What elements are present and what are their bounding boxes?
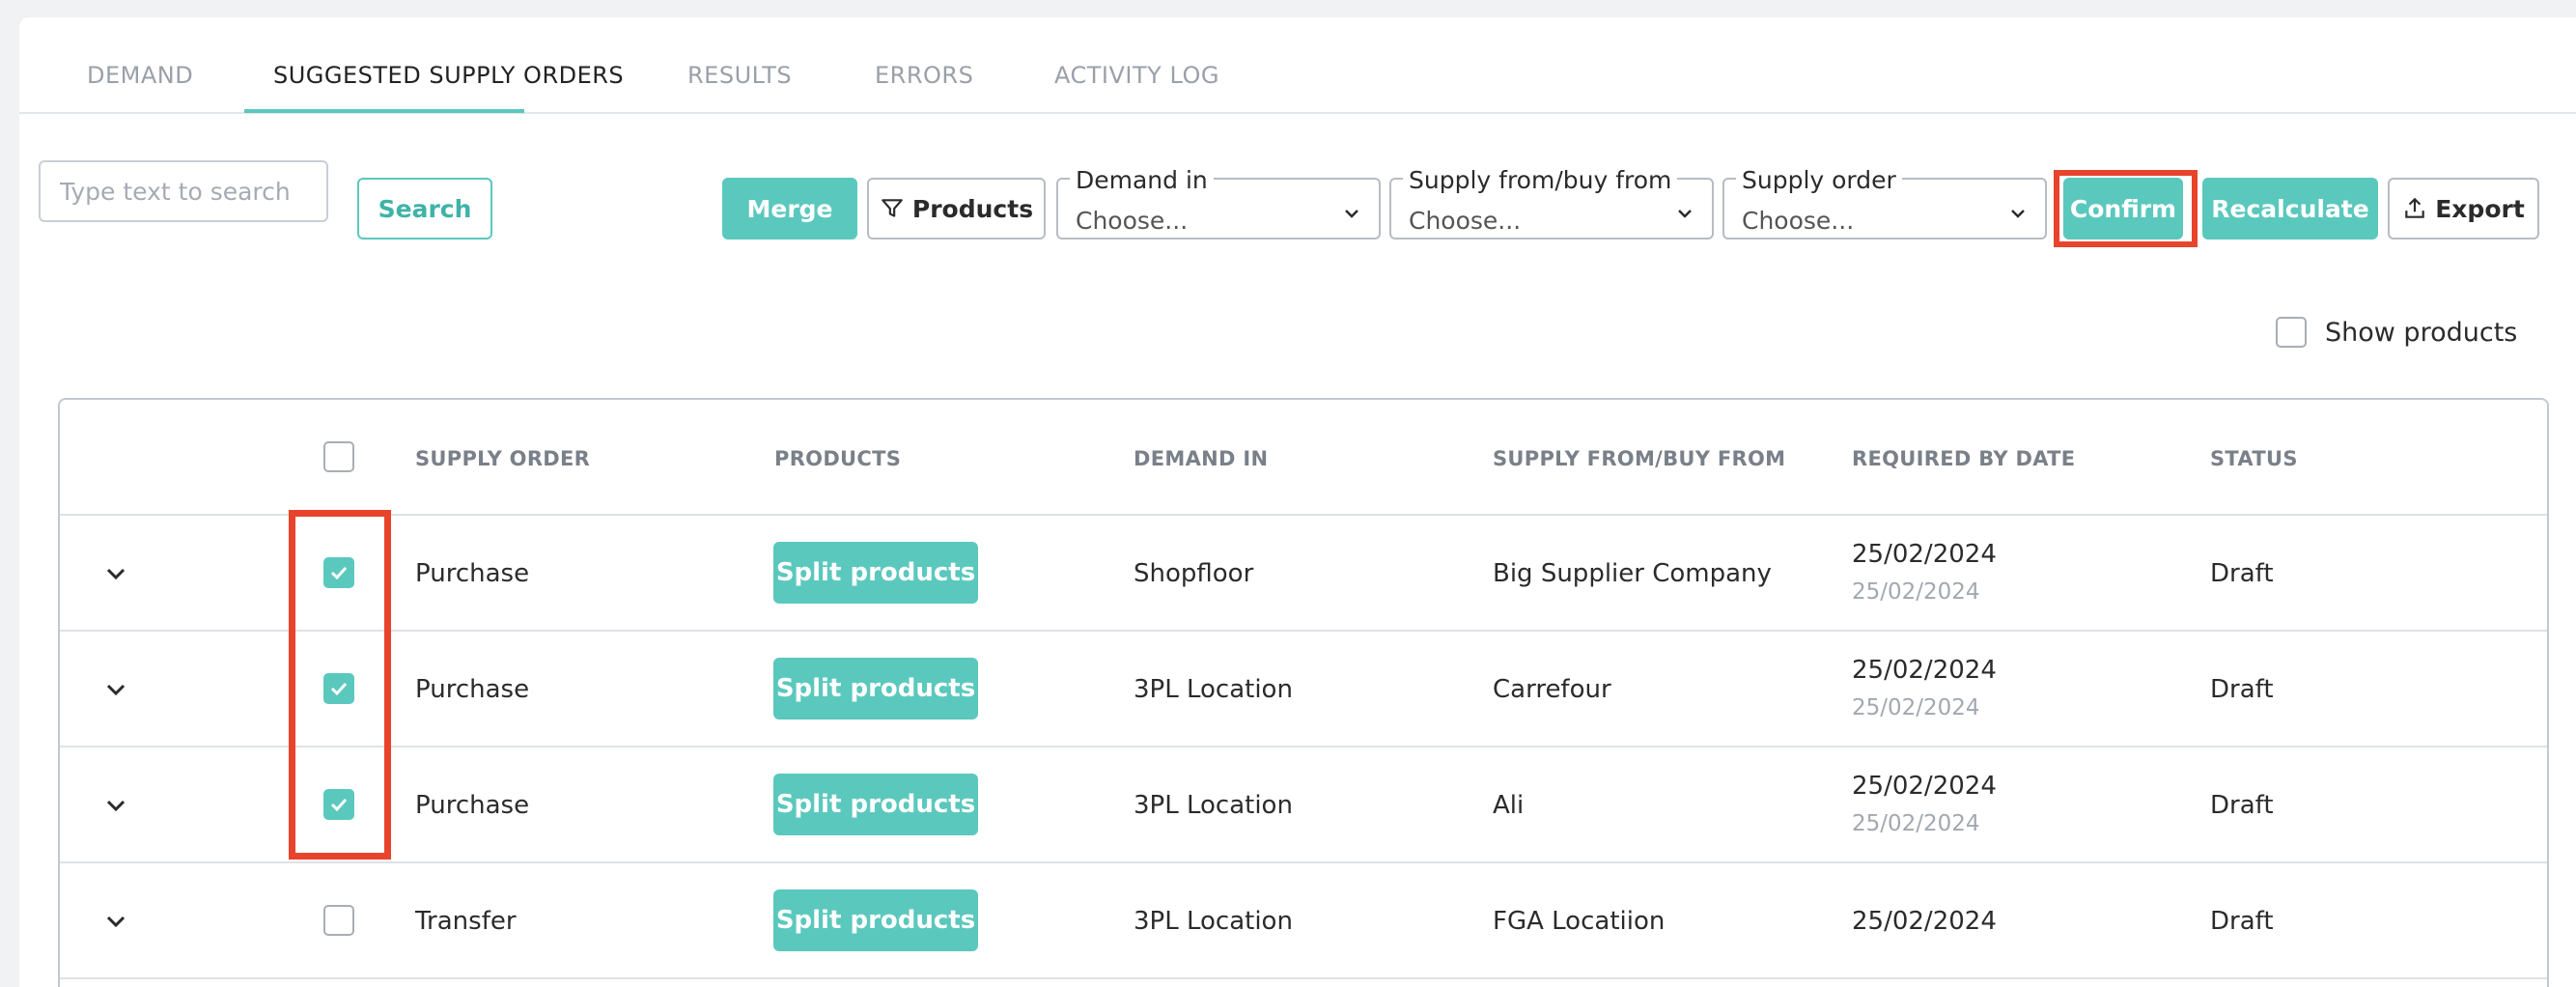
expand-row-icon[interactable] bbox=[102, 908, 129, 935]
tab-activity-log[interactable]: ACTIVITY LOG bbox=[1054, 62, 1219, 89]
supply-order-cell: Transfer bbox=[415, 907, 517, 936]
supply-order-select[interactable]: Supply order Choose... bbox=[1722, 168, 2047, 240]
supply-order-cell: Purchase bbox=[415, 675, 530, 704]
header-supply-from: SUPPLY FROM/BUY FROM bbox=[1493, 447, 1786, 470]
search-button[interactable]: Search bbox=[357, 178, 492, 240]
supply-from-cell: Big Supplier Company bbox=[1493, 559, 1772, 588]
merge-button[interactable]: Merge bbox=[722, 178, 857, 240]
header-supply-order: SUPPLY ORDER bbox=[415, 447, 591, 470]
demand-in-select[interactable]: Demand in Choose... bbox=[1056, 168, 1381, 240]
demand-in-cell: 3PL Location bbox=[1134, 907, 1293, 936]
supply-from-cell: FGA Locatiion bbox=[1493, 907, 1666, 936]
supply-order-cell: Purchase bbox=[415, 559, 530, 588]
expand-row-icon[interactable] bbox=[102, 676, 129, 703]
expand-row-icon[interactable] bbox=[102, 792, 129, 819]
supply-orders-table bbox=[58, 398, 2549, 987]
demand-in-legend: Demand in bbox=[1070, 168, 1214, 193]
supply-from-select[interactable]: Supply from/buy from Choose... bbox=[1389, 168, 1714, 240]
checkbox-highlight-box bbox=[289, 510, 391, 860]
search-input[interactable] bbox=[39, 160, 328, 222]
header-demand-in: DEMAND IN bbox=[1134, 447, 1269, 470]
chevron-down-icon bbox=[1344, 205, 1359, 223]
chevron-down-icon bbox=[2010, 205, 2026, 223]
chevron-down-icon bbox=[1677, 205, 1693, 223]
row-divider bbox=[60, 861, 2547, 863]
filter-icon bbox=[880, 196, 905, 221]
row-divider bbox=[60, 746, 2547, 747]
supply-from-value: Choose... bbox=[1409, 207, 1522, 235]
required-by-date-sub: 25/02/2024 bbox=[1852, 579, 1980, 605]
header-status: STATUS bbox=[2210, 447, 2298, 470]
status-cell: Draft bbox=[2210, 791, 2274, 820]
required-by-date-sub: 25/02/2024 bbox=[1852, 811, 1980, 836]
row-checkbox[interactable] bbox=[323, 905, 354, 936]
tab-demand[interactable]: DEMAND bbox=[87, 62, 194, 89]
row-divider bbox=[60, 514, 2547, 516]
active-tab-indicator bbox=[244, 109, 524, 113]
required-by-date-sub: 25/02/2024 bbox=[1852, 695, 1980, 720]
split-products-button[interactable]: Split products bbox=[773, 774, 978, 835]
export-label: Export bbox=[2435, 194, 2525, 223]
required-by-date-cell: 25/02/2024 bbox=[1852, 772, 1997, 801]
status-cell: Draft bbox=[2210, 907, 2274, 936]
row-checkbox[interactable] bbox=[323, 557, 354, 588]
confirm-highlight-box bbox=[2054, 170, 2198, 247]
supply-order-value: Choose... bbox=[1742, 207, 1855, 235]
supply-order-legend: Supply order bbox=[1736, 168, 1902, 193]
demand-in-value: Choose... bbox=[1076, 207, 1189, 235]
show-products-label: Show products bbox=[2325, 318, 2518, 348]
status-cell: Draft bbox=[2210, 559, 2274, 588]
row-divider bbox=[60, 630, 2547, 632]
tab-suggested-supply-orders[interactable]: SUGGESTED SUPPLY ORDERS bbox=[273, 62, 625, 89]
show-products-checkbox[interactable] bbox=[2276, 317, 2307, 348]
header-required-by-date: REQUIRED BY DATE bbox=[1852, 447, 2076, 470]
split-products-button[interactable]: Split products bbox=[773, 889, 978, 951]
required-by-date-cell: 25/02/2024 bbox=[1852, 540, 1997, 569]
select-all-checkbox[interactable] bbox=[323, 441, 354, 472]
products-filter-button[interactable]: Products bbox=[867, 178, 1046, 240]
supply-order-cell: Purchase bbox=[415, 791, 530, 820]
supply-from-legend: Supply from/buy from bbox=[1403, 168, 1678, 193]
tab-results[interactable]: RESULTS bbox=[687, 62, 793, 89]
status-cell: Draft bbox=[2210, 675, 2274, 704]
export-button[interactable]: Export bbox=[2388, 178, 2539, 240]
required-by-date-cell: 25/02/2024 bbox=[1852, 907, 1997, 936]
upload-icon bbox=[2402, 196, 2427, 221]
required-by-date-cell: 25/02/2024 bbox=[1852, 656, 1997, 685]
row-checkbox[interactable] bbox=[323, 789, 354, 820]
supply-from-cell: Carrefour bbox=[1493, 675, 1611, 704]
tab-bar: DEMAND SUGGESTED SUPPLY ORDERS RESULTS E… bbox=[19, 17, 2576, 114]
row-checkbox[interactable] bbox=[323, 673, 354, 704]
header-products: PRODUCTS bbox=[774, 447, 902, 470]
split-products-button[interactable]: Split products bbox=[773, 542, 978, 604]
confirm-button[interactable]: Confirm bbox=[2063, 178, 2183, 240]
expand-row-icon[interactable] bbox=[102, 560, 129, 587]
demand-in-cell: 3PL Location bbox=[1134, 791, 1293, 820]
row-divider bbox=[60, 977, 2547, 979]
tab-errors[interactable]: ERRORS bbox=[875, 62, 974, 89]
recalculate-button[interactable]: Recalculate bbox=[2202, 178, 2378, 240]
products-filter-label: Products bbox=[911, 194, 1034, 223]
demand-in-cell: 3PL Location bbox=[1134, 675, 1293, 704]
demand-in-cell: Shopfloor bbox=[1134, 559, 1254, 588]
supply-from-cell: Ali bbox=[1493, 791, 1525, 820]
split-products-button[interactable]: Split products bbox=[773, 658, 978, 719]
